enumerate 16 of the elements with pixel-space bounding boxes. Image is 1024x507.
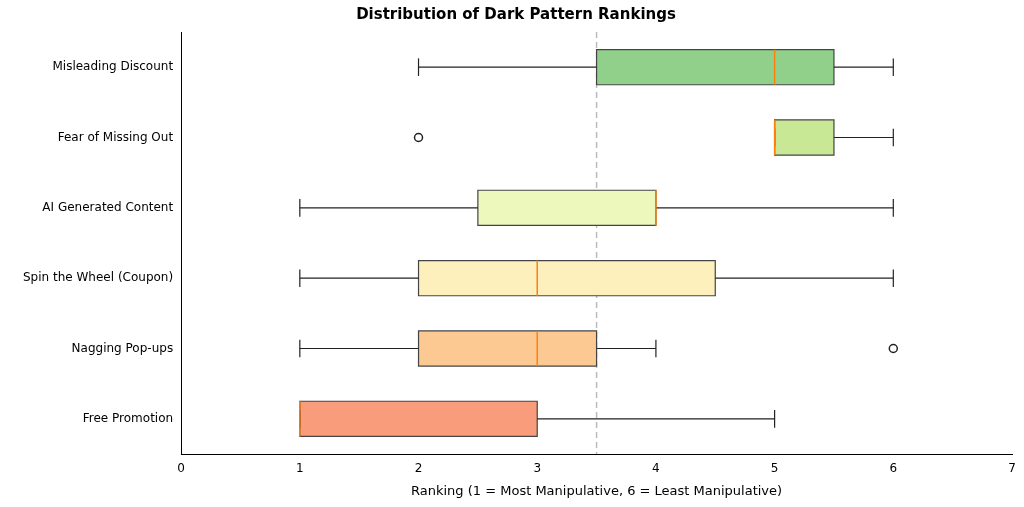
- x-tick-label: 3: [533, 461, 542, 476]
- chart-title: Distribution of Dark Pattern Rankings: [356, 4, 676, 23]
- y-tick-label: Misleading Discount: [52, 59, 174, 74]
- y-tick-label: AI Generated Content: [42, 199, 174, 214]
- x-tick-label: 5: [770, 461, 779, 476]
- x-tick-label: 1: [296, 461, 304, 476]
- x-tick-label: 0: [177, 461, 185, 476]
- x-tick-label: 7: [1008, 461, 1016, 476]
- x-tick-label: 6: [889, 461, 898, 476]
- x-tick-label: 2: [414, 461, 423, 476]
- y-tick-label: Spin the Wheel (Coupon): [22, 270, 174, 285]
- y-tick-label: Free Promotion: [82, 410, 174, 425]
- y-tick-label: Fear of Missing Out: [57, 129, 174, 144]
- y-tick-label: Nagging Pop-ups: [71, 340, 174, 355]
- x-tick-label: 4: [652, 461, 660, 476]
- x-axis-title: Ranking (1 = Most Manipulative, 6 = Least Manipulative): [410, 482, 783, 498]
